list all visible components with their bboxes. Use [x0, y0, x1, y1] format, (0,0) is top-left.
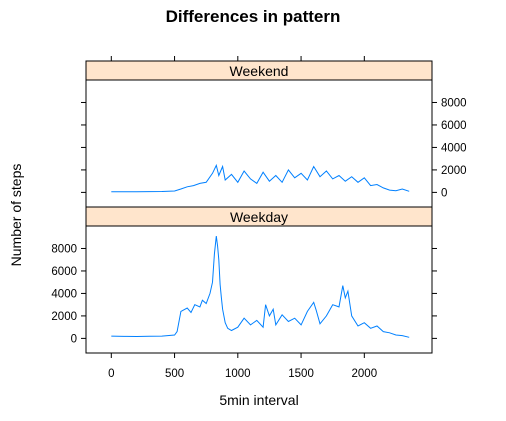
y-axis-label: Number of steps — [8, 164, 24, 267]
strip-label-weekday: Weekday — [230, 209, 288, 225]
y-tick-label-weekday: 8000 — [51, 243, 77, 255]
x-axis-label: 5min interval — [219, 392, 298, 408]
plot-area: Weekend 0 2000 4000 6000 8000 Weekday 0 2000 4000… — [51, 56, 467, 380]
y-tick-label-weekend: 2000 — [441, 165, 467, 177]
x-tick-label: 0 — [108, 368, 114, 380]
chart-title: Differences in pattern — [166, 7, 341, 26]
y-tick-label-weekend: 8000 — [441, 97, 467, 109]
series-line-weekday — [111, 236, 410, 338]
y-tick-label-weekend: 0 — [441, 187, 447, 199]
y-tick-label-weekday: 2000 — [51, 311, 77, 323]
x-tick-label: 2000 — [352, 368, 378, 380]
x-tick-label: 1000 — [225, 368, 251, 380]
y-tick-label-weekday: 0 — [71, 333, 77, 345]
x-tick-label: 500 — [165, 368, 184, 380]
y-tick-label-weekday: 6000 — [51, 266, 77, 278]
series-line-weekend — [111, 163, 410, 193]
y-tick-label-weekday: 4000 — [51, 288, 77, 300]
panel-border-weekday — [85, 206, 433, 354]
y-tick-label-weekend: 6000 — [441, 120, 467, 132]
y-tick-label-weekend: 4000 — [441, 142, 467, 154]
x-tick-label: 1500 — [288, 368, 314, 380]
strip-label-weekend: Weekend — [230, 63, 289, 79]
panel-border-weekend — [85, 60, 433, 208]
